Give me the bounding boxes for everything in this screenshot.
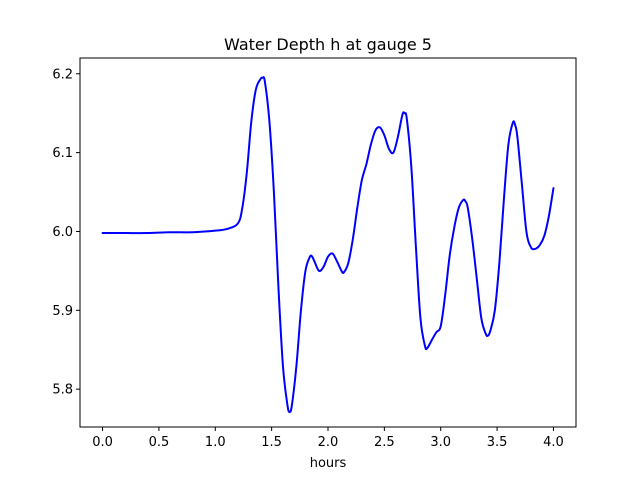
plot-frame: [79, 57, 577, 428]
x-tick-label: 4.0: [543, 435, 564, 450]
y-tick-label: 6.1: [52, 146, 73, 161]
x-tick-label: 3.5: [487, 435, 508, 450]
x-tick-label: 1.0: [205, 435, 226, 450]
x-tick-label: 1.5: [261, 435, 282, 450]
y-axis: 5.8 5.9 6.0 6.1 6.2: [52, 67, 80, 398]
x-tick-label: 2.0: [318, 435, 339, 450]
x-axis: 0.0 0.5 1.0 1.5 2.0 2.5 3.0 3.5 4.0: [92, 427, 564, 450]
x-tick-label: 2.5: [374, 435, 395, 450]
chart-title: Water Depth h at gauge 5: [224, 35, 432, 54]
x-tick-label: 3.0: [430, 435, 451, 450]
x-axis-label: hours: [310, 456, 347, 471]
y-tick-label: 5.9: [52, 304, 73, 319]
x-tick-label: 0.0: [92, 435, 113, 450]
y-tick-label: 6.0: [52, 225, 73, 240]
water-depth-line: [101, 76, 555, 414]
y-tick-label: 5.8: [52, 383, 73, 398]
x-tick-label: 0.5: [149, 435, 170, 450]
y-tick-label: 6.2: [52, 67, 73, 82]
